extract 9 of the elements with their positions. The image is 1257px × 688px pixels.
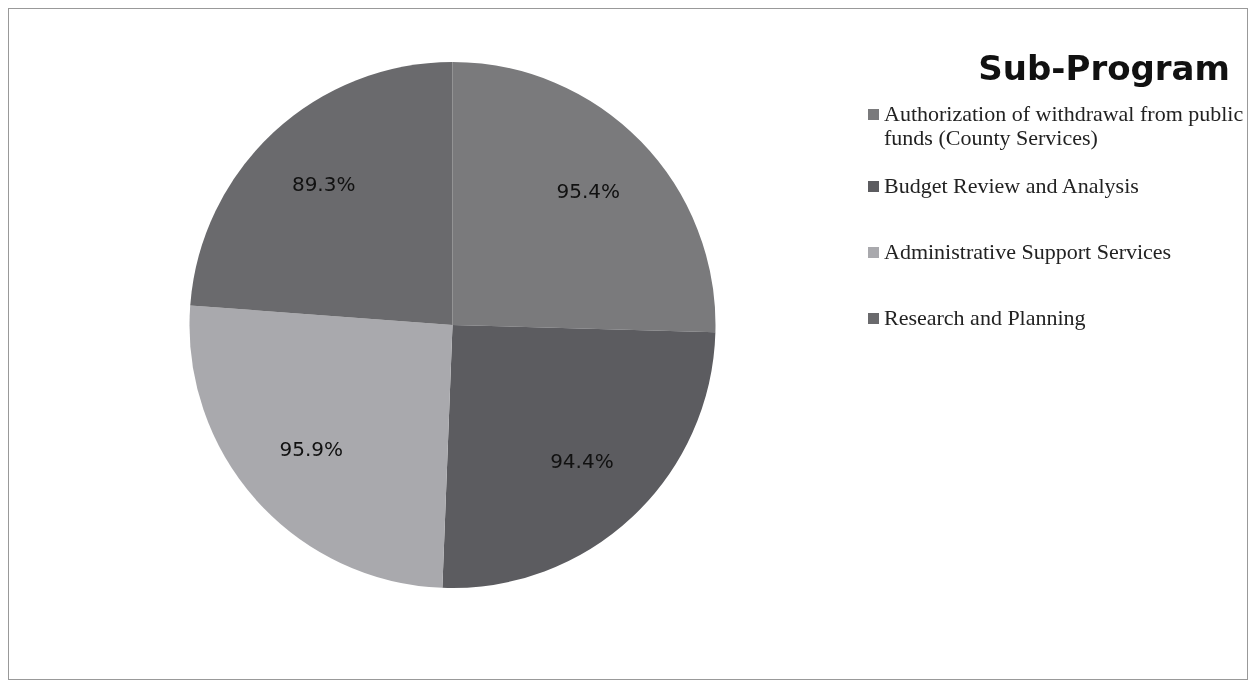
data-label: 89.3% [291,172,356,197]
legend-label: Authorization of withdrawal from public funds (County Services) [884,101,1245,150]
legend-label: Research and Planning [884,305,1086,330]
data-label: 95.9% [279,437,344,462]
legend-title: Sub-Program [977,48,1231,88]
legend-label: Administrative Support Services [884,239,1172,264]
legend-label: Budget Review and Analysis [884,173,1139,198]
data-label: 95.4% [556,179,621,204]
data-label: 94.4% [550,449,614,474]
